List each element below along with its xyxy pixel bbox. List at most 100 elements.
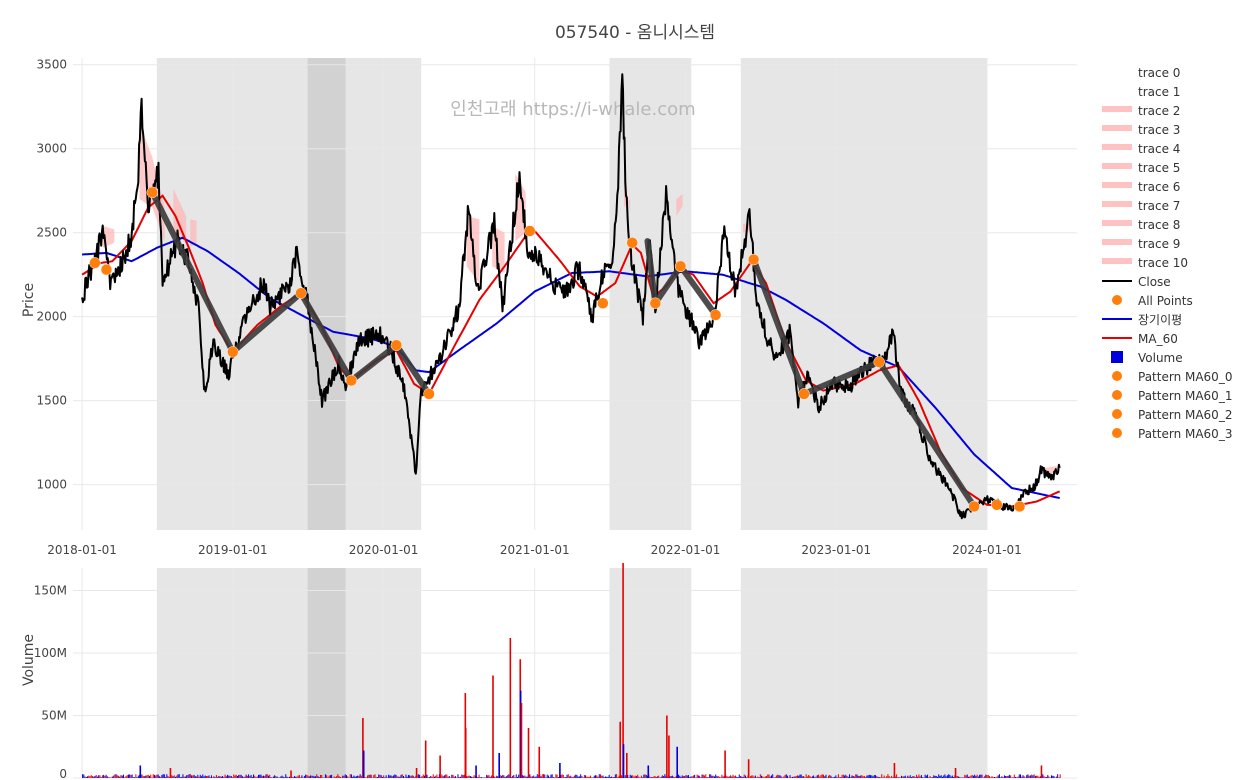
legend-item[interactable]: All Points [1112, 294, 1193, 308]
volume-bar [576, 774, 578, 778]
volume-bar [736, 776, 738, 778]
legend-swatch-dot [1112, 409, 1122, 419]
volume-bar [1053, 776, 1055, 778]
volume-bar [855, 774, 857, 778]
volume-bar [883, 775, 885, 778]
volume-bar [939, 775, 941, 778]
legend-item[interactable]: Pattern MA60_3 [1112, 427, 1232, 441]
volume-bar [945, 776, 947, 778]
legend-item[interactable]: trace 7 [1102, 199, 1180, 213]
volume-bar [334, 777, 336, 778]
legend-label: Pattern MA60_2 [1138, 408, 1232, 422]
legend-item[interactable]: Volume [1111, 351, 1183, 365]
volume-bar [599, 774, 601, 778]
pivot-point [674, 260, 687, 273]
volume-bar [980, 774, 982, 778]
legend-swatch-band [1102, 144, 1132, 150]
legend-item[interactable]: trace 8 [1102, 218, 1180, 232]
volume-bar [1028, 775, 1030, 778]
volume-bar [229, 775, 231, 778]
legend-item[interactable]: 장기이평 [1102, 313, 1182, 327]
volume-bar [394, 774, 396, 778]
legend-item[interactable]: trace 2 [1102, 104, 1180, 118]
volume-bar [155, 775, 157, 778]
legend-item[interactable]: Pattern MA60_1 [1112, 389, 1232, 403]
volume-bar [1032, 775, 1034, 778]
volume-bar [344, 774, 346, 778]
volume-bar [375, 776, 377, 778]
legend-label: trace 7 [1138, 199, 1180, 213]
legend-item[interactable]: trace 5 [1102, 161, 1180, 175]
volume-bar [689, 777, 691, 778]
volume-bar [513, 774, 515, 778]
legend-item[interactable]: trace 4 [1102, 142, 1180, 156]
price-panel: 인천고래 https://i-whale.com 1000 1500 2000 250… [21, 58, 1077, 557]
pivot-point [295, 287, 307, 299]
legend-swatch-band [1102, 239, 1132, 245]
legend-item[interactable]: trace 1 [1138, 85, 1180, 99]
volume-bar [700, 777, 702, 778]
volume-bar [607, 776, 609, 778]
volume-bar [232, 777, 234, 778]
legend-item[interactable]: Pattern MA60_0 [1112, 370, 1232, 384]
pattern-leg [149, 189, 236, 355]
volume-bar [259, 774, 261, 778]
volume-bar [733, 776, 735, 778]
volume-bar [296, 776, 298, 778]
volume-bar [472, 776, 474, 778]
volume-bar [925, 775, 927, 778]
legend-item[interactable]: trace 9 [1102, 237, 1180, 251]
volume-bar [670, 776, 672, 778]
legend-item[interactable]: MA_60 [1102, 332, 1178, 346]
volume-bar [439, 755, 441, 778]
volume-bar [158, 776, 160, 778]
volume-bar [1008, 774, 1010, 778]
volume-bar [622, 744, 625, 778]
volume-bar [113, 775, 115, 778]
volume-bar [597, 776, 599, 778]
legend-item[interactable]: trace 6 [1102, 180, 1180, 194]
volume-bar [944, 774, 946, 778]
legend-item[interactable]: Pattern MA60_2 [1112, 408, 1232, 422]
volume-bar [1005, 776, 1007, 778]
volume-bar [290, 770, 292, 778]
volume-bar [602, 775, 604, 778]
volume-bar [585, 775, 587, 778]
watermark: 인천고래 https://i-whale.com [450, 99, 695, 120]
volume-bar [582, 777, 584, 778]
volume-bar [943, 775, 945, 778]
volume-bar [618, 775, 620, 778]
volume-bar [799, 774, 801, 778]
volume-bar [984, 776, 986, 778]
volume-bar [426, 774, 428, 778]
chart-title: 057540 - 옴니시스템 [555, 23, 715, 43]
legend-item[interactable]: Close [1102, 275, 1171, 289]
pattern-leg [348, 342, 400, 384]
volume-bar [193, 774, 195, 778]
legend[interactable]: trace 0 trace 1 trace 2 trace 3 trace 4 trace… [1102, 66, 1232, 441]
volume-bar [658, 775, 660, 778]
volume-bar [215, 775, 217, 778]
volume-bar [800, 774, 802, 778]
volume-bar [919, 776, 921, 778]
volume-bar [303, 776, 305, 778]
volume-bar [524, 775, 526, 778]
legend-item[interactable]: trace 10 [1102, 256, 1188, 270]
volume-bar [507, 775, 509, 778]
volume-bar [269, 774, 271, 778]
volume-bar [459, 776, 461, 778]
close-line [81, 73, 1061, 520]
volume-bar [262, 775, 264, 778]
volume-bar [747, 759, 750, 778]
volume-bar [453, 776, 455, 778]
legend-item[interactable]: trace 3 [1102, 123, 1180, 137]
legend-item[interactable]: trace 0 [1138, 66, 1180, 80]
volume-bar [531, 776, 533, 778]
volume-bar [400, 774, 402, 778]
pattern-leg [297, 290, 355, 384]
volume-bar [152, 774, 154, 778]
volume-bar [948, 774, 950, 778]
volume-bar [920, 775, 922, 778]
volume-bar [792, 776, 794, 778]
legend-label: trace 8 [1138, 218, 1180, 232]
